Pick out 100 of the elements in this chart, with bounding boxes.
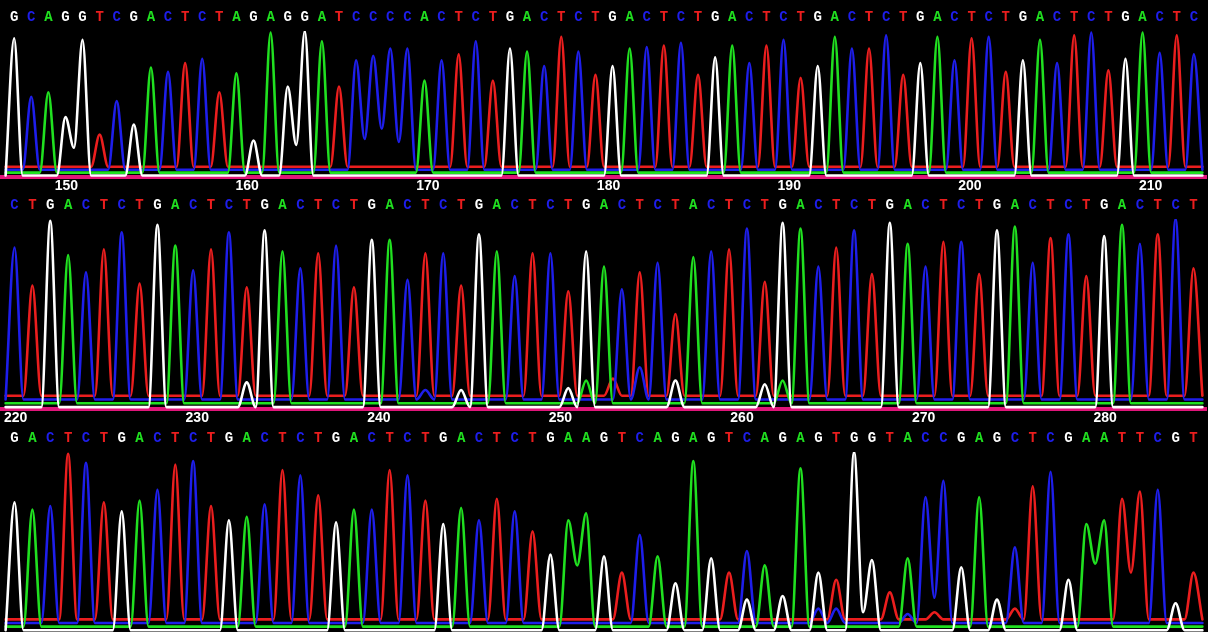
x-tick-label: T (974, 196, 984, 213)
x2-tick-label: 210 (1138, 176, 1163, 193)
x-tick-label: T (724, 196, 734, 213)
x-tick-label: C (1189, 8, 1199, 25)
x-tick-label: A (317, 8, 327, 25)
x-tick-label: T (1153, 196, 1162, 213)
x-tick-label: C (1052, 8, 1062, 25)
x2-tick-label: 190 (777, 176, 802, 193)
x-tick-label: C (921, 429, 931, 446)
x-tick-label: G (1018, 8, 1028, 25)
x-tick-label: A (1099, 429, 1109, 446)
x-tick-label: T (724, 429, 734, 446)
x-tick-label: C (1153, 429, 1163, 446)
x2-tick-label: 250 (548, 408, 573, 425)
x-tick-label: A (349, 429, 359, 446)
x2-tick-label: 160 (235, 176, 259, 193)
x-tick-label: T (796, 8, 805, 25)
x-tick-label: C (881, 8, 891, 25)
x-tick-label: C (939, 429, 949, 446)
x-tick-label: A (146, 8, 156, 25)
x-tick-label: C (849, 196, 859, 213)
x-tick-label: C (367, 429, 377, 446)
x-tick-label: G (778, 429, 787, 446)
x-tick-label: C (1010, 429, 1020, 446)
x-tick-label: A (581, 429, 591, 446)
x-tick-label: A (278, 196, 288, 213)
x-tick-label: T (1189, 429, 1198, 446)
x-tick-label: A (456, 429, 466, 446)
x-tick-label: C (984, 8, 994, 25)
x-tick-label: C (10, 196, 20, 213)
x-tick-label: T (278, 429, 287, 446)
x-tick-label: C (653, 196, 663, 213)
x-tick-label: C (642, 8, 652, 25)
x2-tick-label: 170 (416, 176, 440, 193)
x-tick-label: G (505, 8, 515, 25)
x-tick-label: C (950, 8, 960, 25)
x-tick-label: A (1010, 196, 1020, 213)
x-tick-label: G (46, 196, 55, 213)
x-tick-label: T (1172, 8, 1181, 25)
x-tick-label: C (437, 8, 447, 25)
x-tick-label: T (1189, 196, 1198, 213)
x-tick-label: C (351, 8, 361, 25)
x-tick-label: G (249, 8, 258, 25)
x2-tick-label: 220 (3, 408, 28, 425)
x-tick-label: G (1064, 429, 1073, 446)
x-tick-label: G (10, 429, 19, 446)
x-tick-label: T (762, 8, 771, 25)
x-tick-label: C (296, 196, 306, 213)
x-tick-label: T (206, 429, 216, 446)
x-tick-label: G (1121, 8, 1130, 25)
x-tick-label: C (296, 429, 306, 446)
x-tick-label: G (992, 429, 1002, 446)
x2-tick-label: 230 (185, 408, 210, 425)
x-tick-label: C (368, 8, 378, 25)
x-tick-label: G (992, 196, 1002, 213)
x-tick-label: T (1001, 8, 1010, 25)
x-tick-label: A (171, 196, 181, 213)
x-tick-label: T (421, 196, 430, 213)
x-tick-label: G (331, 429, 341, 446)
x-tick-label: C (403, 196, 413, 213)
x-tick-label: A (933, 8, 943, 25)
x-tick-label: T (832, 429, 841, 446)
x-tick-label: T (557, 8, 566, 25)
x-tick-label: A (1082, 429, 1092, 446)
x-tick-label: T (967, 8, 976, 25)
x-tick-label: A (653, 429, 663, 446)
x-tick-label: T (1028, 429, 1037, 446)
x-tick-label: A (492, 196, 502, 213)
x-tick-label: C (474, 429, 484, 446)
x-tick-label: C (403, 8, 413, 25)
x-tick-label: C (814, 196, 824, 213)
x2-tick-label: 150 (54, 176, 79, 193)
x-tick-label: A (420, 8, 430, 25)
x-tick-label: G (474, 196, 484, 213)
x-tick-label: G (78, 8, 87, 25)
x-tick-label: T (885, 429, 895, 446)
x-tick-label: A (44, 8, 54, 25)
x-tick-label: G (300, 8, 309, 25)
x-tick-label: C (676, 8, 686, 25)
x2-tick-label: 260 (730, 408, 754, 425)
x-tick-label: T (454, 8, 463, 25)
x-tick-label: T (135, 196, 144, 213)
x-tick-label: A (135, 429, 145, 446)
x-tick-label: A (1138, 8, 1148, 25)
x-tick-label: T (215, 8, 224, 25)
x-tick-label: C (921, 196, 931, 213)
x-tick-label: C (510, 429, 520, 446)
x-tick-label: T (635, 196, 644, 213)
x-tick-label: C (81, 429, 91, 446)
x-tick-label: T (63, 429, 73, 446)
x-tick-label: C (198, 8, 208, 25)
x-tick-label: C (112, 8, 122, 25)
x-tick-label: C (471, 8, 481, 25)
x-tick-label: T (99, 429, 109, 446)
x-tick-label: G (916, 8, 925, 25)
x-tick-label: T (180, 8, 190, 25)
x-tick-label: C (635, 429, 645, 446)
x-tick-label: C (539, 8, 549, 25)
x-tick-label: T (1117, 429, 1127, 446)
x-tick-label: C (1046, 429, 1056, 446)
